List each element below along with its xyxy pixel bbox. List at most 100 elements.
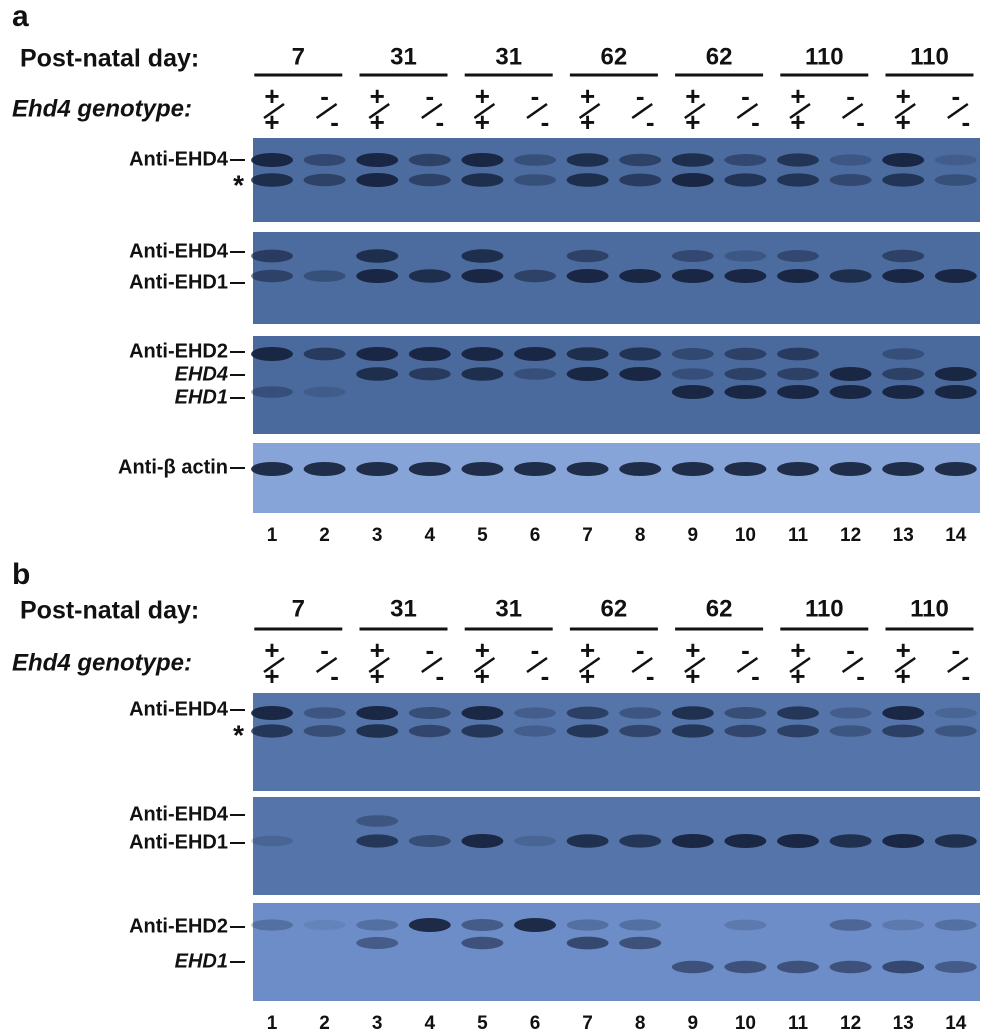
lane-number: 9 (688, 525, 699, 546)
band (251, 836, 293, 847)
band (724, 368, 766, 380)
band (724, 154, 766, 166)
band (461, 249, 503, 263)
band (619, 707, 661, 719)
genotype-top: - (636, 635, 645, 665)
band (830, 385, 872, 399)
band (724, 385, 766, 399)
band (356, 367, 398, 381)
day-label: 31 (390, 43, 417, 70)
band (830, 725, 872, 737)
band (567, 919, 609, 930)
band (777, 173, 819, 186)
lane-number: 6 (530, 1013, 541, 1034)
blot-label: Anti-β actin (118, 456, 228, 478)
blot-label: Anti-EHD4 (129, 698, 229, 720)
band (882, 269, 924, 283)
band (619, 154, 661, 166)
band (777, 462, 819, 476)
band (304, 462, 346, 476)
blot-label: * (233, 719, 244, 750)
band (514, 154, 556, 166)
band (304, 920, 346, 930)
band (356, 815, 398, 827)
day-label: 110 (910, 43, 949, 70)
band (724, 348, 766, 360)
band (461, 724, 503, 737)
band (409, 835, 451, 847)
day-heading: Post-natal day: (20, 597, 199, 625)
band (356, 919, 398, 930)
genotype-top: - (531, 81, 540, 111)
genotype-bottom: - (330, 661, 339, 691)
band (304, 725, 346, 737)
band (409, 725, 451, 737)
band (672, 706, 714, 720)
band (567, 937, 609, 950)
band (304, 348, 346, 361)
band (409, 918, 451, 932)
band (830, 154, 872, 165)
band (724, 920, 766, 931)
lane-number: 1 (267, 1013, 278, 1034)
lane-number: 7 (582, 525, 593, 546)
lane-number: 14 (945, 1013, 967, 1034)
band (619, 462, 661, 476)
panel-label: a (12, 0, 29, 33)
genotype-top: - (846, 81, 855, 111)
band (724, 961, 766, 973)
band (619, 347, 661, 360)
day-label: 62 (601, 595, 628, 622)
band (409, 368, 451, 381)
band (882, 834, 924, 848)
band (461, 269, 503, 283)
band (251, 250, 293, 263)
day-label: 31 (390, 595, 417, 622)
band (882, 462, 924, 476)
band (672, 961, 714, 973)
genotype-bottom: - (541, 107, 550, 137)
genotype-top: - (425, 81, 434, 111)
band (514, 918, 556, 932)
band (672, 385, 714, 399)
day-label: 31 (495, 595, 522, 622)
band (619, 367, 661, 381)
band (724, 173, 766, 186)
band (461, 347, 503, 361)
band (409, 707, 451, 719)
band (356, 834, 398, 847)
genotype-bottom: - (646, 107, 655, 137)
band (567, 834, 609, 848)
genotype-top: - (846, 635, 855, 665)
band (409, 154, 451, 166)
band (251, 270, 293, 282)
band (777, 834, 819, 848)
band (882, 368, 924, 380)
lane-number: 13 (893, 525, 914, 546)
lane-number: 2 (319, 1013, 330, 1034)
band (304, 174, 346, 186)
band (514, 707, 556, 718)
band (882, 725, 924, 738)
day-label: 62 (601, 43, 628, 70)
band (567, 173, 609, 187)
band (619, 919, 661, 930)
band (567, 347, 609, 361)
band (461, 834, 503, 848)
lane-number: 11 (788, 525, 809, 546)
band (724, 269, 766, 283)
lane-number: 4 (425, 525, 436, 546)
figure: aPost-natal day:731316262110110Ehd4 geno… (0, 0, 982, 1036)
genotype-bottom: - (856, 107, 865, 137)
band (882, 153, 924, 167)
band (514, 174, 556, 186)
blot (253, 797, 980, 895)
band (461, 706, 503, 720)
lane-number: 12 (840, 1013, 861, 1034)
genotype-top: - (741, 81, 750, 111)
band (409, 269, 451, 283)
band (882, 250, 924, 262)
band (567, 707, 609, 720)
band (777, 250, 819, 262)
band (356, 249, 398, 263)
